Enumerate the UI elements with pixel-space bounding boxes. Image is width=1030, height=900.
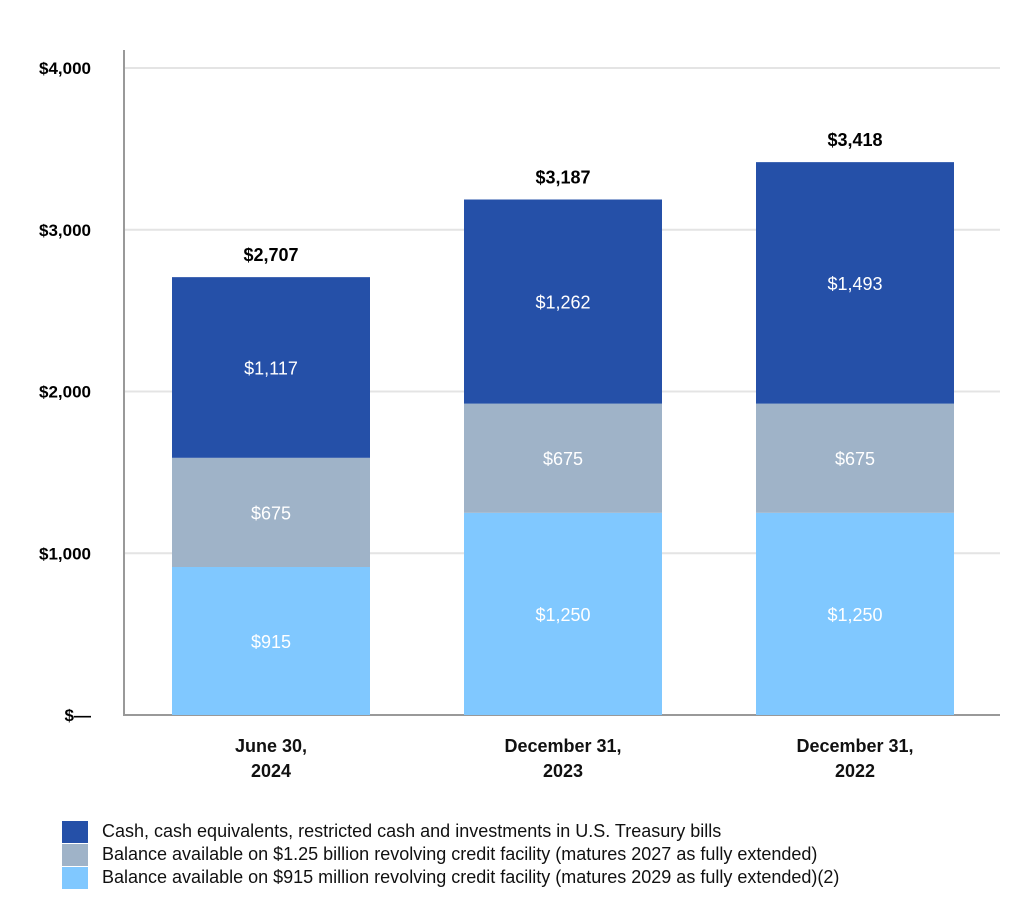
- bar-segment: [756, 512, 954, 715]
- data-label: $675: [543, 449, 583, 469]
- legend-item: Balance available on $1.25 billion revol…: [62, 843, 839, 866]
- legend-swatch: [62, 820, 88, 843]
- y-tick-label: $1,000: [39, 544, 91, 563]
- data-label: $1,250: [827, 605, 882, 625]
- x-tick-label: June 30,: [235, 736, 307, 756]
- legend-label: Balance available on $915 million revolv…: [102, 867, 840, 887]
- legend-label: Balance available on $1.25 billion revol…: [102, 844, 818, 864]
- total-label: $2,707: [243, 245, 298, 265]
- data-label: $675: [835, 449, 875, 469]
- bar-segment: [464, 512, 662, 715]
- x-tick-label: December 31,: [796, 736, 913, 756]
- data-label: $1,250: [535, 605, 590, 625]
- legend-item: Cash, cash equivalents, restricted cash …: [62, 820, 839, 843]
- legend-label: Cash, cash equivalents, restricted cash …: [102, 821, 722, 841]
- bar-segment: [756, 162, 954, 404]
- legend-item: Balance available on $915 million revolv…: [62, 866, 839, 889]
- legend: Cash, cash equivalents, restricted cash …: [62, 820, 839, 889]
- legend-swatch: [62, 843, 88, 866]
- data-label: $1,117: [244, 358, 298, 378]
- x-tick-label: 2022: [835, 761, 875, 781]
- data-label: $675: [251, 503, 291, 523]
- y-tick-label: $4,000: [39, 59, 91, 78]
- total-label: $3,418: [827, 130, 882, 150]
- stacked-bar-chart: $— $1,000 $2,000 $3,000 $4,000 $915 $675 $1,117…: [39, 50, 1000, 781]
- y-tick-label: $—: [65, 706, 91, 725]
- data-label: $1,262: [535, 293, 590, 313]
- bar-segment: [756, 403, 954, 513]
- x-tick-label: 2023: [543, 761, 583, 781]
- x-tick-label: December 31,: [504, 736, 621, 756]
- total-label: $3,187: [535, 168, 590, 188]
- x-tick-label: 2024: [251, 761, 291, 781]
- bar-segment: [464, 199, 662, 404]
- legend-swatch: [62, 866, 88, 889]
- bar-segment: [172, 566, 370, 715]
- bar-segment: [172, 277, 370, 458]
- y-tick-label: $3,000: [39, 221, 91, 240]
- y-tick-label: $2,000: [39, 383, 91, 402]
- data-label: $915: [251, 632, 291, 652]
- bar-segment: [464, 403, 662, 513]
- bar-segment: [172, 457, 370, 567]
- data-label: $1,493: [827, 274, 882, 294]
